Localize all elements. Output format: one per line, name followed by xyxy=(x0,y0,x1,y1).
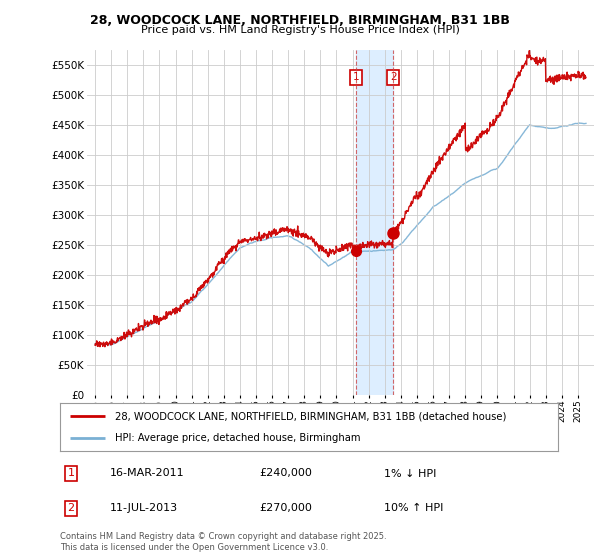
Text: 11-JUL-2013: 11-JUL-2013 xyxy=(110,503,178,514)
Text: 1: 1 xyxy=(67,469,74,478)
Text: 28, WOODCOCK LANE, NORTHFIELD, BIRMINGHAM, B31 1BB: 28, WOODCOCK LANE, NORTHFIELD, BIRMINGHA… xyxy=(90,14,510,27)
Text: 10% ↑ HPI: 10% ↑ HPI xyxy=(384,503,443,514)
Text: 1% ↓ HPI: 1% ↓ HPI xyxy=(384,469,436,478)
Text: Price paid vs. HM Land Registry's House Price Index (HPI): Price paid vs. HM Land Registry's House … xyxy=(140,25,460,35)
Text: HPI: Average price, detached house, Birmingham: HPI: Average price, detached house, Birm… xyxy=(115,433,360,443)
Text: Contains HM Land Registry data © Crown copyright and database right 2025.
This d: Contains HM Land Registry data © Crown c… xyxy=(60,532,386,552)
Text: 16-MAR-2011: 16-MAR-2011 xyxy=(110,469,184,478)
Text: £270,000: £270,000 xyxy=(259,503,312,514)
Text: 2: 2 xyxy=(67,503,74,514)
Text: 2: 2 xyxy=(390,72,397,82)
Bar xyxy=(356,50,393,395)
Text: 1: 1 xyxy=(353,72,359,82)
Text: £240,000: £240,000 xyxy=(259,469,312,478)
Text: 28, WOODCOCK LANE, NORTHFIELD, BIRMINGHAM, B31 1BB (detached house): 28, WOODCOCK LANE, NORTHFIELD, BIRMINGHA… xyxy=(115,411,506,421)
